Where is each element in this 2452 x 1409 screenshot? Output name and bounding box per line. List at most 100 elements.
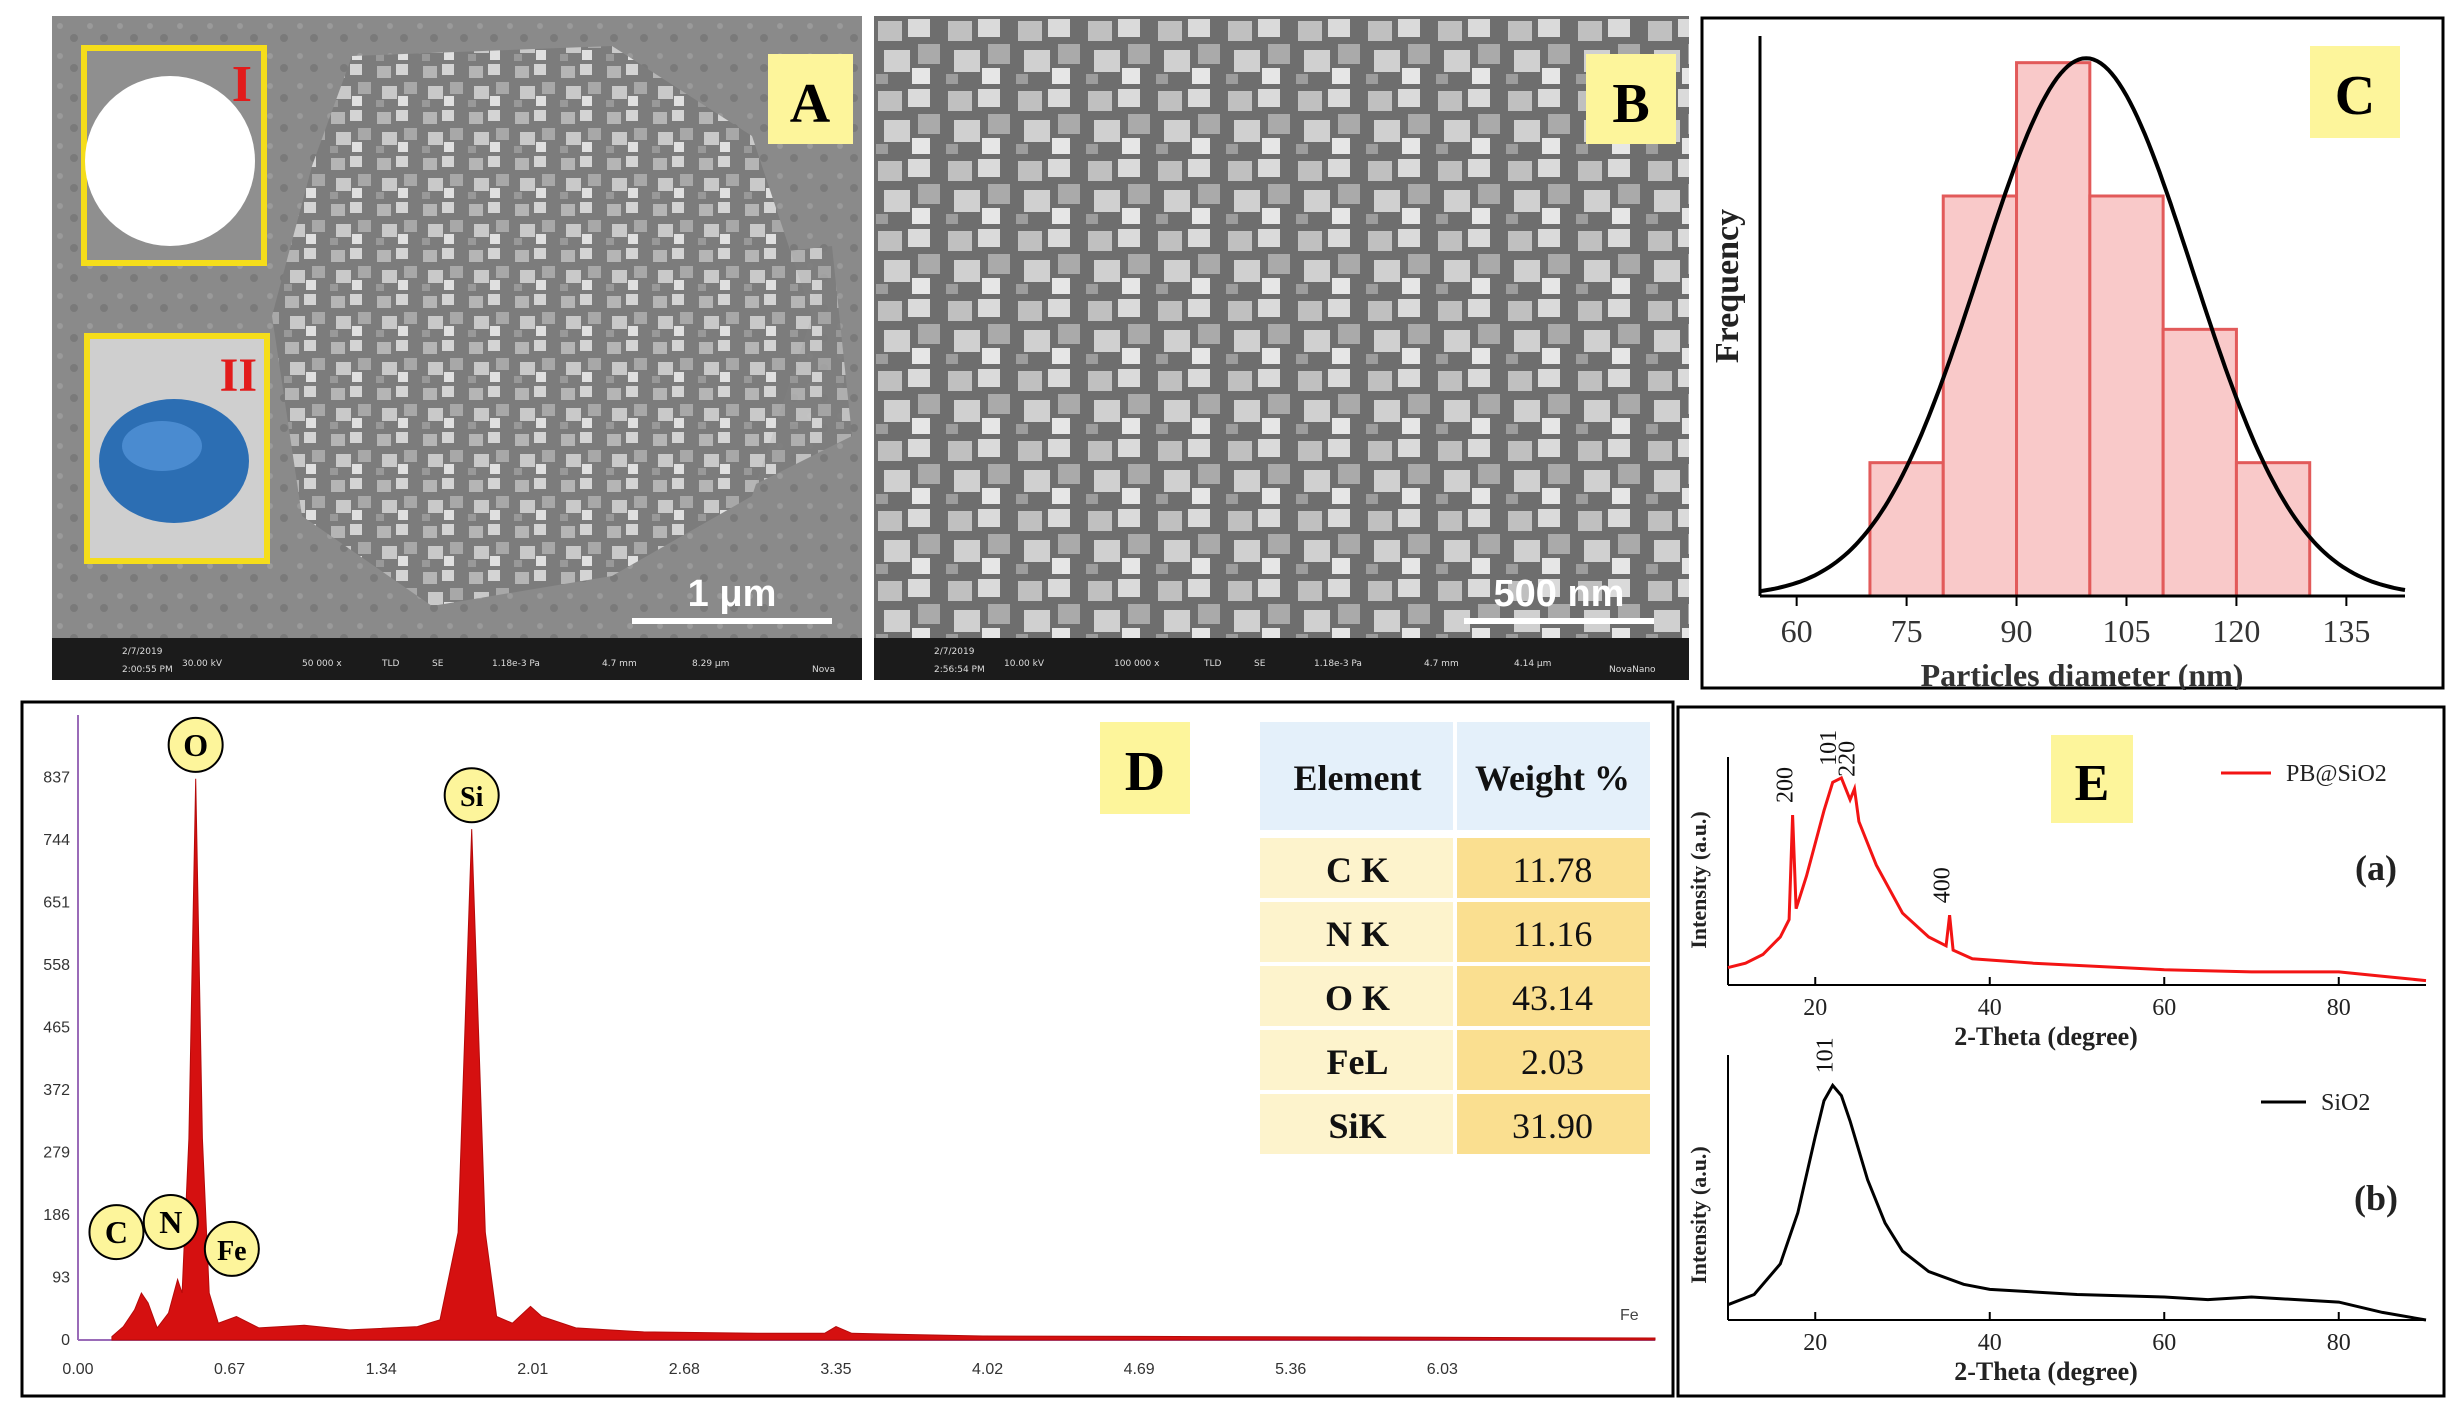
- y-axis-label-c: Frequency: [1709, 209, 1746, 363]
- panel-label-e: E: [2075, 755, 2110, 812]
- y-tick-label-d: 279: [43, 1145, 70, 1162]
- table-cell-element: O K: [1325, 978, 1390, 1018]
- panel-label-c: C: [2335, 65, 2375, 127]
- y-tick-label-d: 0: [61, 1332, 70, 1349]
- peak-marker-c: [88, 1204, 145, 1261]
- xrd-curve-eA: [1727, 775, 2427, 983]
- x-axis-label-e-b: 2-Theta (degree): [1954, 1357, 2138, 1386]
- databar-wd-b: 4.7 mm: [1424, 659, 1459, 669]
- table-row: [1260, 902, 1453, 962]
- table-row: [1457, 1094, 1650, 1154]
- xrd-peak-label: 101: [1813, 1037, 1839, 1073]
- table-row: [1457, 838, 1650, 898]
- legend-label-sio2: SiO2: [2321, 1090, 2370, 1116]
- databar-mag-b: 100 000 x: [1114, 659, 1160, 669]
- y-tick-label-d: 837: [43, 770, 70, 787]
- databar-mode-b: SE: [1254, 659, 1266, 669]
- databar-date: 2/7/2019: [122, 647, 163, 657]
- xrd-peak-label: 101: [1816, 730, 1842, 766]
- databar-hv-b: 10.00 kV: [1004, 659, 1045, 669]
- table-cell-weight: 11.78: [1513, 850, 1593, 890]
- x-tick-label-d: 2.68: [669, 1361, 700, 1378]
- peak-label-c: C: [105, 1214, 128, 1250]
- x-tick-label-d: 4.69: [1124, 1361, 1155, 1378]
- peak-marker-fe: [203, 1220, 260, 1277]
- databar-hv: 30.00 kV: [182, 659, 223, 669]
- subplot-tag-a: (a): [2355, 848, 2397, 888]
- databar-det-b: TLD: [1203, 659, 1222, 669]
- databar-mag: 50 000 x: [302, 659, 342, 669]
- databar-brand: Nova: [812, 665, 835, 675]
- panel-b-sem-image: 2/7/2019 2:56:54 PM 10.00 kV 100 000 x T…: [874, 16, 1689, 680]
- sem-micrograph-a: 2/7/2019 2:00:55 PM 30.00 kV 50 000 x TL…: [52, 16, 862, 680]
- fe-annotation: Fe: [1620, 1307, 1639, 1324]
- peak-marker-o: [167, 716, 224, 773]
- x-tick-label-d: 3.35: [820, 1361, 851, 1378]
- table-row: [1260, 838, 1453, 898]
- x-tick-label-eB: 80: [2327, 1330, 2351, 1356]
- x-tick-label-c: 135: [2322, 613, 2370, 649]
- white-powder-inset: [85, 76, 255, 246]
- peak-label-si: Si: [460, 782, 484, 813]
- x-tick-label-c: 75: [1891, 613, 1923, 649]
- x-tick-label-eA: 20: [1803, 995, 1827, 1021]
- histogram-bar: [1868, 461, 1945, 598]
- x-tick-label-d: 2.01: [517, 1361, 548, 1378]
- peak-marker-n: [142, 1193, 199, 1250]
- table-row: [1457, 1030, 1650, 1090]
- panel-d-eds: 0.00 0.67 1.34 2.01 2.68 3.35 4.02 4.69 5.36 6.03…: [20, 700, 1675, 1398]
- histogram-chart: 60 75 90 105 120 135 Particles diameter (nm) …: [1700, 16, 2445, 690]
- table-cell-weight: 43.14: [1512, 978, 1593, 1018]
- table-row: [1457, 902, 1650, 962]
- y-tick-label-d: 465: [43, 1020, 70, 1037]
- databar-time: 2:00:55 PM: [122, 665, 173, 675]
- databar-brand-b: NovaNano: [1609, 665, 1656, 675]
- x-tick-label-eB: 60: [2152, 1330, 2176, 1356]
- x-tick-label-d: 4.02: [972, 1361, 1003, 1378]
- x-tick-label-c: 120: [2212, 613, 2260, 649]
- x-tick-label-d: 6.03: [1427, 1361, 1458, 1378]
- databar-mode: SE: [432, 659, 444, 669]
- x-tick-label-c: 60: [1781, 613, 1813, 649]
- table-cell-element: N K: [1326, 914, 1389, 954]
- xrd-peak-label: 400: [1930, 867, 1956, 903]
- panel-label-a: A: [790, 73, 831, 135]
- table-row: [1260, 1094, 1453, 1154]
- databar-pressure: 1.18e-3 Pa: [492, 659, 540, 669]
- databar-det: TLD: [381, 659, 400, 669]
- xrd-peak-label: 200: [1773, 767, 1799, 803]
- table-cell-weight: 31.90: [1512, 1106, 1593, 1146]
- x-axis-label-e-a: 2-Theta (degree): [1954, 1022, 2138, 1051]
- table-row: [1260, 1030, 1453, 1090]
- y-tick-label-d: 186: [43, 1207, 70, 1224]
- legend-label-pb-sio2: PB@SiO2: [2286, 761, 2387, 787]
- table-header-weight: Weight %: [1475, 758, 1630, 798]
- x-tick-label-eA: 80: [2327, 995, 2351, 1021]
- x-axis-label-c: Particles diameter (nm): [1921, 657, 2244, 690]
- databar-hfw: 8.29 μm: [692, 659, 729, 669]
- table-cell-weight: 11.16: [1513, 914, 1593, 954]
- x-tick-label-eA: 60: [2152, 995, 2176, 1021]
- panel-a-sem-image: 2/7/2019 2:00:55 PM 30.00 kV 50 000 x TL…: [52, 16, 862, 680]
- x-tick-label-d: 0.00: [62, 1361, 93, 1378]
- y-tick-label-d: 744: [43, 832, 70, 849]
- panel-c-histogram: 60 75 90 105 120 135 Particles diameter (nm) …: [1700, 16, 2445, 690]
- table-cell-element: C K: [1326, 850, 1389, 890]
- eds-spectrum-area: [111, 778, 1656, 1341]
- x-tick-label-d: 5.36: [1275, 1361, 1306, 1378]
- y-axis-label-e-a: Intensity (a.u.): [1686, 811, 1711, 949]
- sem-micrograph-b: 2/7/2019 2:56:54 PM 10.00 kV 100 000 x T…: [874, 16, 1689, 680]
- peak-label-n: N: [159, 1204, 182, 1240]
- databar-date-b: 2/7/2019: [934, 647, 975, 657]
- histogram-bar: [2088, 194, 2165, 598]
- scale-bar-label-b: 500 nm: [1494, 573, 1625, 615]
- peak-label-o: O: [183, 727, 208, 763]
- peak-label-fe: Fe: [217, 1236, 247, 1267]
- weight-percent-table: Element Weight % C K 11.78 N K 11.16 O K 43.14 F…: [1260, 722, 1650, 1154]
- y-tick-label-d: 558: [43, 957, 70, 974]
- table-cell-element: FeL: [1327, 1042, 1389, 1082]
- x-tick-label-c: 105: [2102, 613, 2150, 649]
- databar-pressure-b: 1.18e-3 Pa: [1314, 659, 1362, 669]
- table-row: [1457, 966, 1650, 1026]
- x-tick-label-eB: 20: [1803, 1330, 1827, 1356]
